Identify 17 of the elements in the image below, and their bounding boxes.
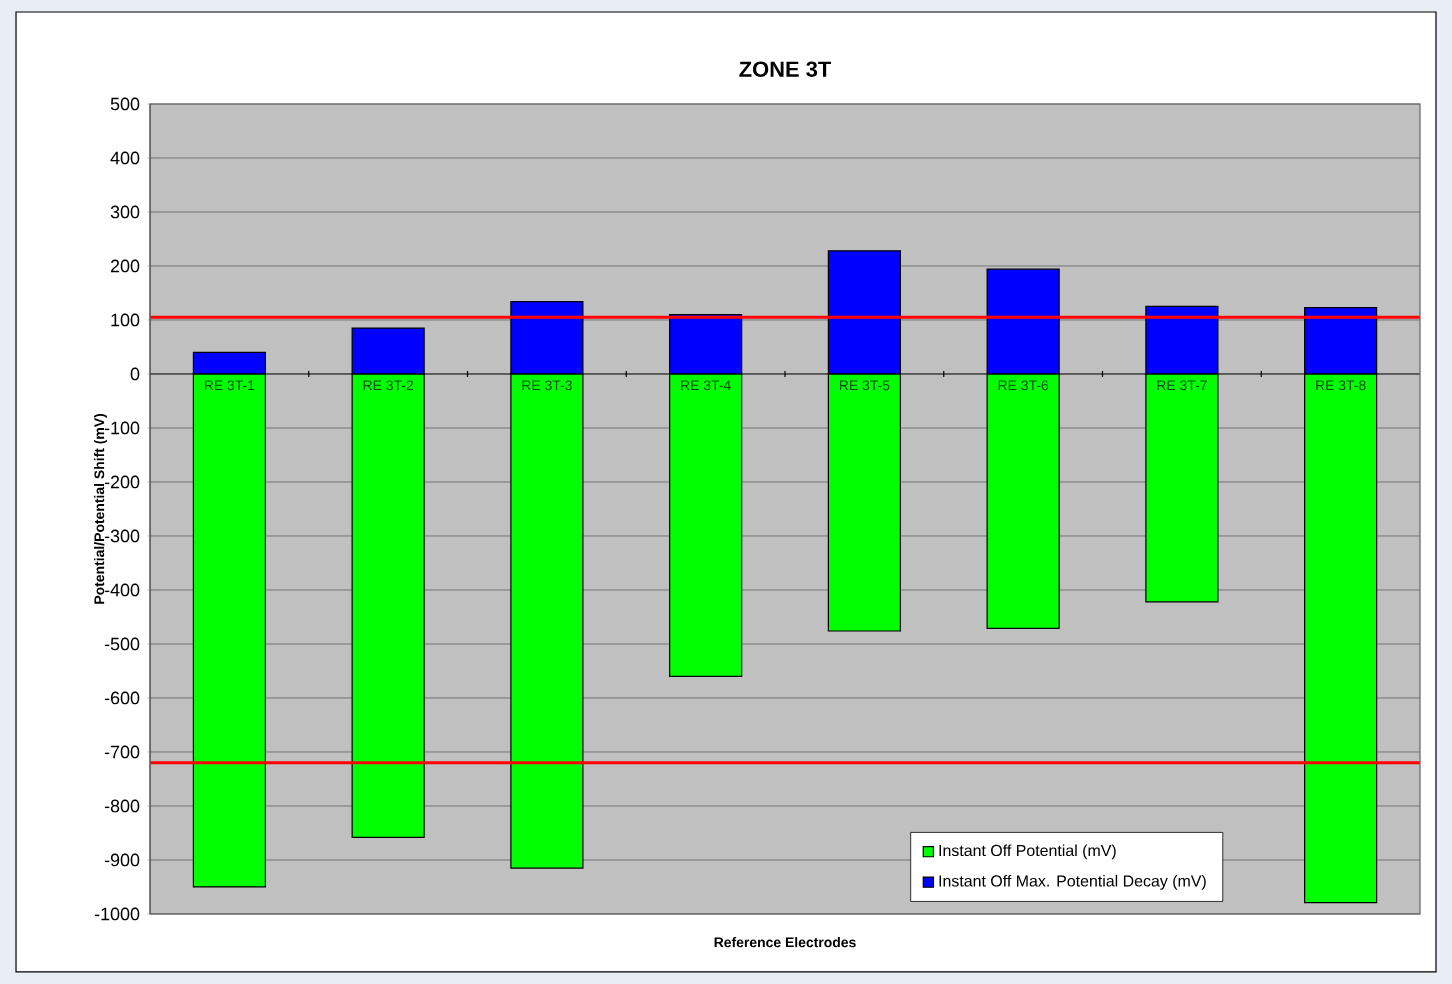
y-tick-label: 0 [130, 367, 140, 381]
y-tick-label: 200 [110, 259, 140, 273]
y-tick-label: 100 [111, 313, 140, 327]
y-tick-label: -600 [104, 691, 140, 705]
y-tick-label: -1000 [94, 907, 140, 921]
y-tick-label: -200 [104, 475, 140, 489]
y-tick-label: 400 [110, 151, 140, 165]
y-tick-label: -900 [104, 853, 140, 867]
y-tick-label: -400 [104, 583, 140, 597]
y-tick-label: -300 [104, 529, 140, 543]
y-tick-label: -700 [104, 745, 140, 759]
y-tick-label: -100 [104, 421, 140, 435]
y-tick-label: 500 [110, 97, 140, 111]
y-tick-label: -800 [104, 799, 140, 813]
y-tick-label: -500 [104, 637, 140, 651]
chart-title: ZONE 3T [739, 61, 832, 77]
y-tick-label: 300 [110, 205, 140, 219]
